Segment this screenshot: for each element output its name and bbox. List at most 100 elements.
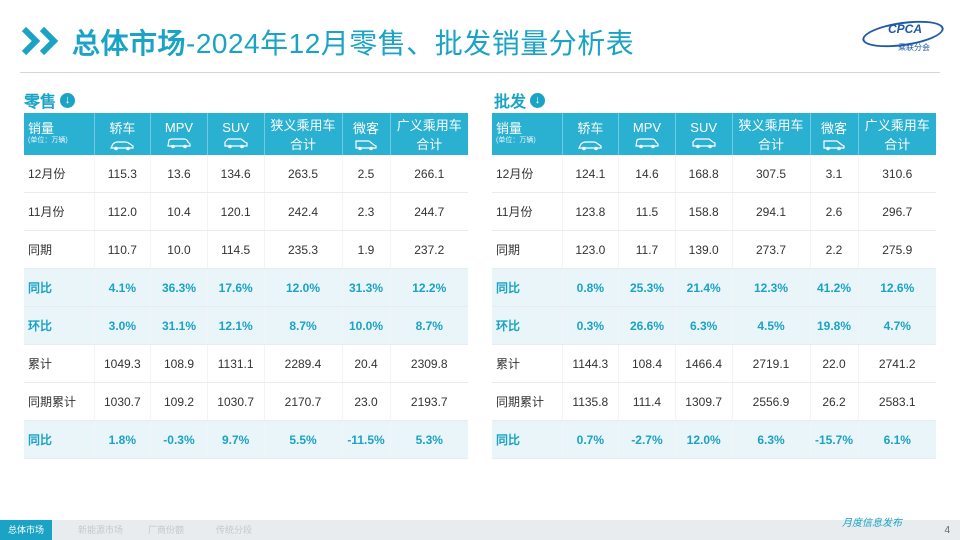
- table-cell: -0.3%: [150, 420, 208, 459]
- table-header-row: 销量 (单位：万辆) 轿车 MPV SUV 狭义乘用车 合计: [492, 113, 936, 155]
- table-cell: 263.5: [263, 155, 342, 193]
- table-cell: 3.1: [809, 155, 858, 193]
- table-cell: 17.6%: [206, 268, 264, 307]
- table-cell: 20.4: [341, 344, 390, 383]
- header-narrow-total: 狭义乘用车 合计: [731, 113, 810, 155]
- header-suv: SUV: [206, 113, 264, 155]
- header-minivan: 微客: [809, 113, 858, 155]
- footer-tab-nev[interactable]: 新能源市场: [78, 525, 124, 535]
- table-row: 环比 0.3% 26.6% 6.3% 4.5% 19.8% 4.7%: [492, 306, 936, 345]
- table-cell: 1030.7: [93, 382, 151, 421]
- table-cell: 12.3%: [731, 268, 810, 307]
- logo-text: CPCA: [888, 22, 923, 36]
- table-row: 累计 1144.3 108.4 1466.4 2719.1 22.0 2741.2: [492, 344, 936, 383]
- table-cell: 2556.9: [731, 382, 810, 421]
- header-broad-total: 广义乘用车 合计: [857, 113, 936, 155]
- row-label: 累计: [492, 344, 562, 383]
- table-cell: 6.3%: [731, 420, 810, 459]
- table-row: 同比 0.8% 25.3% 21.4% 12.3% 41.2% 12.6%: [492, 268, 936, 307]
- sedan-icon: [110, 140, 134, 150]
- row-label: 同期: [492, 230, 562, 269]
- table-cell: 310.6: [857, 155, 936, 193]
- table-cell: 0.3%: [561, 306, 619, 345]
- table-cell: 2.6: [809, 192, 858, 231]
- header-sedan: 轿车: [93, 113, 151, 155]
- footer-tab-manufacturer[interactable]: 厂商份额: [148, 525, 185, 535]
- table-cell: 2719.1: [731, 344, 810, 383]
- row-label: 12月份: [24, 155, 94, 193]
- header-mpv: MPV: [618, 113, 676, 155]
- table-cell: 10.0: [150, 230, 208, 269]
- table-cell: -2.7%: [618, 420, 676, 459]
- footer-tab-segment[interactable]: 传统分段: [216, 525, 253, 535]
- row-label: 同期累计: [24, 382, 94, 421]
- table-cell: 237.2: [389, 230, 468, 269]
- table-row: 环比 3.0% 31.1% 12.1% 8.7% 10.0% 8.7%: [24, 306, 468, 345]
- slide-header: 总体市场-2024年12月零售、批发销量分析表 CPCA 乘联分会: [0, 0, 960, 78]
- row-label: 同比: [492, 268, 562, 307]
- table-cell: 2741.2: [857, 344, 936, 383]
- header-divider: [20, 72, 940, 73]
- table-cell: 25.3%: [618, 268, 676, 307]
- sedan-icon: [578, 140, 602, 150]
- table-cell: 26.6%: [618, 306, 676, 345]
- row-label: 同比: [24, 420, 94, 459]
- table-cell: 10.0%: [341, 306, 390, 345]
- table-cell: 2193.7: [389, 382, 468, 421]
- wholesale-table-panel: 销量 (单位：万辆) 轿车 MPV SUV 狭义乘用车 合计: [492, 113, 936, 459]
- table-cell: 1131.1: [206, 344, 264, 383]
- table-cell: 19.8%: [809, 306, 858, 345]
- retail-table: 销量 (单位：万辆) 轿车 MPV SUV 狭义乘用车 合计: [24, 113, 468, 459]
- table-cell: 1466.4: [674, 344, 732, 383]
- table-cell: 2.5: [341, 155, 390, 193]
- table-cell: 235.3: [263, 230, 342, 269]
- table-cell: 1309.7: [674, 382, 732, 421]
- table-cell: 2583.1: [857, 382, 936, 421]
- table-row: 11月份 112.0 10.4 120.1 242.4 2.3 244.7: [24, 192, 468, 231]
- table-cell: 12.0%: [263, 268, 342, 307]
- row-label: 11月份: [24, 192, 94, 231]
- table-cell: 273.7: [731, 230, 810, 269]
- table-cell: 12.6%: [857, 268, 936, 307]
- table-cell: 294.1: [731, 192, 810, 231]
- header-narrow-total: 狭义乘用车 合计: [263, 113, 342, 155]
- table-cell: 244.7: [389, 192, 468, 231]
- table-cell: 296.7: [857, 192, 936, 231]
- table-cell: 36.3%: [150, 268, 208, 307]
- table-cell: 120.1: [206, 192, 264, 231]
- wholesale-table: 销量 (单位：万辆) 轿车 MPV SUV 狭义乘用车 合计: [492, 113, 936, 459]
- row-label: 累计: [24, 344, 94, 383]
- table-cell: -11.5%: [341, 420, 390, 459]
- cpca-logo: CPCA 乘联分会: [860, 16, 946, 54]
- wholesale-label: 批发: [494, 94, 527, 111]
- page-title-rest: -2024年12月零售、批发销量分析表: [186, 28, 635, 59]
- header-broad-total: 广义乘用车 合计: [389, 113, 468, 155]
- table-cell: 114.5: [206, 230, 264, 269]
- table-cell: 109.2: [150, 382, 208, 421]
- retail-label: 零售: [24, 94, 57, 111]
- table-cell: 123.0: [561, 230, 619, 269]
- table-header-row: 销量 (单位：万辆) 轿车 MPV SUV 狭义乘用车 合计: [24, 113, 468, 155]
- table-cell: 307.5: [731, 155, 810, 193]
- chevron-right-icon: [21, 26, 59, 56]
- page-title: 总体市场-2024年12月零售、批发销量分析表: [72, 22, 634, 62]
- table-cell: 5.3%: [389, 420, 468, 459]
- table-cell: 4.1%: [93, 268, 151, 307]
- table-cell: 2170.7: [263, 382, 342, 421]
- header-minivan: 微客: [341, 113, 390, 155]
- footer-tab-overall[interactable]: 总体市场: [0, 520, 53, 540]
- header-mpv: MPV: [150, 113, 208, 155]
- table-cell: 41.2%: [809, 268, 858, 307]
- wholesale-section-label: 批发 ↓: [494, 88, 546, 112]
- table-cell: 111.4: [618, 382, 676, 421]
- table-cell: 6.1%: [857, 420, 936, 459]
- table-cell: 1.8%: [93, 420, 151, 459]
- table-cell: 23.0: [341, 382, 390, 421]
- row-label: 同期: [24, 230, 94, 269]
- page-title-bold: 总体市场: [72, 28, 187, 59]
- retail-section-label: 零售 ↓: [24, 88, 76, 112]
- table-cell: 275.9: [857, 230, 936, 269]
- table-cell: 13.6: [150, 155, 208, 193]
- mpv-icon: [167, 137, 191, 148]
- table-cell: 5.5%: [263, 420, 342, 459]
